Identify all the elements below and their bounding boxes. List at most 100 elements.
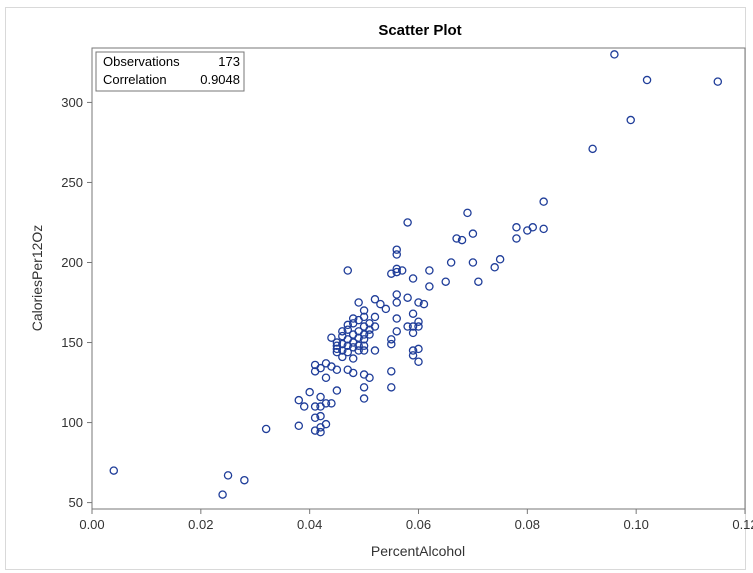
data-point <box>343 325 353 334</box>
data-point <box>408 328 418 338</box>
data-point <box>376 299 385 309</box>
data-point <box>457 235 467 245</box>
data-point <box>408 274 418 283</box>
data-point <box>218 490 227 499</box>
y-axis-label: CaloriesPer12Oz <box>29 225 45 332</box>
data-point <box>463 208 472 218</box>
x-tick-label: 0.08 <box>515 517 540 532</box>
data-point <box>512 234 521 243</box>
data-point <box>338 327 347 336</box>
data-point <box>626 115 635 125</box>
data-point <box>359 394 369 403</box>
data-point <box>468 229 478 238</box>
data-point <box>610 50 619 59</box>
data-point <box>713 77 723 86</box>
data-point <box>370 312 380 322</box>
data-point <box>321 373 331 382</box>
data-point <box>408 351 418 360</box>
data-point <box>425 282 434 291</box>
data-point <box>381 304 391 314</box>
stats-box: Observations 173 Correlation 0.9048 <box>95 51 245 92</box>
x-axis: 0.00 0.02 0.04 0.06 0.08 0.10 0.12 <box>79 509 753 532</box>
data-point <box>392 245 401 254</box>
data-point <box>414 357 423 366</box>
data-point <box>441 277 450 286</box>
chart-title: Scatter Plot <box>378 22 461 39</box>
data-point <box>359 312 369 322</box>
data-point <box>332 344 342 354</box>
data-point <box>359 335 369 344</box>
points-layer <box>109 50 723 499</box>
data-point <box>299 402 309 411</box>
data-point <box>425 266 434 275</box>
data-point <box>392 250 401 259</box>
data-point <box>392 327 401 336</box>
x-tick-label: 0.04 <box>297 517 322 532</box>
correlation-label: Correlation <box>103 72 167 87</box>
data-point <box>338 352 347 362</box>
data-point <box>359 346 369 355</box>
data-point <box>354 341 363 350</box>
data-point <box>316 427 325 437</box>
data-point <box>419 299 429 309</box>
data-point <box>370 295 380 304</box>
x-tick-label: 0.00 <box>79 517 104 532</box>
data-point <box>223 471 233 480</box>
data-point <box>528 223 538 232</box>
data-point <box>332 338 342 347</box>
data-point <box>408 346 418 355</box>
data-point <box>392 290 401 299</box>
data-point <box>310 402 320 411</box>
data-point <box>370 346 380 355</box>
data-point <box>495 255 505 264</box>
data-point <box>387 339 396 349</box>
data-point <box>392 298 401 307</box>
data-point <box>642 75 652 85</box>
data-point <box>327 333 336 342</box>
data-point <box>403 293 412 302</box>
data-point <box>321 399 331 408</box>
data-point <box>392 314 401 323</box>
data-point <box>348 354 358 363</box>
y-tick-label: 250 <box>61 175 83 190</box>
data-point <box>365 330 374 339</box>
data-point <box>316 392 325 402</box>
data-point <box>539 224 548 234</box>
data-point <box>321 419 331 429</box>
data-point <box>109 466 119 475</box>
data-point <box>392 264 401 274</box>
data-point <box>474 277 483 286</box>
data-point <box>408 322 418 331</box>
data-point <box>387 383 396 392</box>
data-point <box>403 218 412 227</box>
data-point <box>343 347 353 357</box>
data-point <box>338 339 347 349</box>
data-point <box>332 347 342 357</box>
data-point <box>305 387 314 397</box>
data-point <box>490 263 499 272</box>
data-point <box>414 317 423 326</box>
data-point <box>332 341 342 350</box>
x-tick-label: 0.02 <box>188 517 213 532</box>
data-point <box>348 314 358 323</box>
data-point <box>397 266 407 275</box>
data-point <box>387 367 396 376</box>
data-point <box>588 144 597 154</box>
data-point <box>359 341 369 350</box>
data-point <box>327 399 336 408</box>
data-point <box>414 344 423 354</box>
data-point <box>387 269 396 278</box>
x-tick-label: 0.12 <box>732 517 753 532</box>
data-point <box>370 322 380 331</box>
x-tick-label: 0.10 <box>624 517 649 532</box>
data-point <box>359 306 369 315</box>
data-point <box>414 322 423 331</box>
data-point <box>359 330 369 339</box>
data-point <box>294 421 304 431</box>
data-point <box>408 309 418 318</box>
data-point <box>343 266 353 275</box>
data-point <box>392 267 401 277</box>
data-point <box>403 322 412 331</box>
x-tick-label: 0.06 <box>406 517 431 532</box>
